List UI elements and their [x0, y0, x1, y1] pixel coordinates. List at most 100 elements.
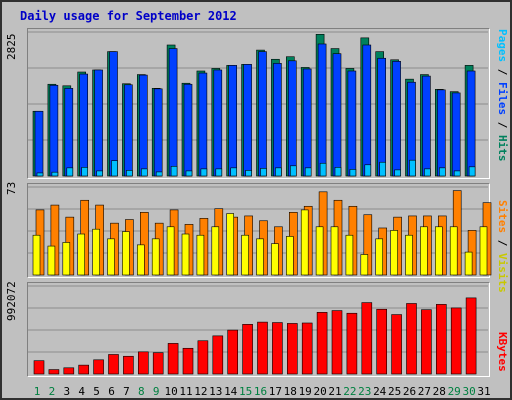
- chart-title: Daily usage for September 2012: [20, 9, 237, 23]
- bar-pages-14: [230, 167, 237, 177]
- x-tick-label: 2: [48, 385, 56, 398]
- bar-kbytes-3: [63, 367, 75, 375]
- bar-sites-6: [107, 238, 115, 276]
- bar-files-11: [183, 83, 193, 177]
- x-tick-label: 14: [224, 385, 238, 398]
- x-tick-label: 31: [477, 385, 491, 398]
- bar-sites-3: [62, 242, 71, 276]
- bar-pages-10: [170, 166, 178, 177]
- x-tick-label: 4: [78, 385, 85, 398]
- x-tick-label: 27: [417, 385, 432, 398]
- bar-kbytes-5: [93, 359, 104, 375]
- bar-kbytes-28: [435, 304, 447, 375]
- bar-kbytes-22: [346, 312, 358, 375]
- bar-pages-1: [36, 172, 44, 177]
- bar-files-16: [258, 51, 267, 177]
- bar-files-14: [228, 65, 237, 177]
- bar-kbytes-26: [406, 303, 417, 375]
- x-tick-label: 1: [33, 385, 41, 398]
- bar-sites-2: [47, 245, 56, 276]
- x-tick-label: 28: [432, 385, 446, 398]
- x-tick-label: 30: [462, 385, 476, 398]
- bar-files-24: [377, 57, 387, 177]
- bar-pages-23: [364, 164, 372, 177]
- x-tick-label: 5: [93, 385, 100, 398]
- bar-files-18: [287, 60, 297, 177]
- bar-pages-28: [438, 167, 446, 177]
- bar-sites-9: [151, 238, 160, 276]
- bar-pages-9: [155, 171, 163, 177]
- bar-kbytes-20: [316, 312, 328, 375]
- bar-sites-26: [405, 234, 413, 276]
- x-tick-label: 12: [194, 385, 208, 398]
- x-tick-label: 23: [358, 385, 372, 398]
- bar-files-19: [302, 68, 312, 177]
- bar-kbytes-15: [242, 324, 253, 375]
- bar-files-6: [109, 51, 118, 177]
- bar-pages-11: [185, 170, 193, 177]
- x-tick-label: 26: [402, 385, 417, 398]
- bar-files-27: [422, 75, 431, 177]
- bar-pages-12: [200, 168, 208, 177]
- bar-files-10: [168, 48, 178, 177]
- bar-sites-20: [315, 226, 324, 276]
- bar-pages-26: [409, 159, 416, 177]
- bar-pages-4: [81, 167, 88, 177]
- bar-pages-17: [275, 167, 282, 177]
- bar-pages-19: [304, 167, 312, 177]
- bar-pages-7: [126, 170, 133, 177]
- bar-kbytes-10: [167, 343, 179, 375]
- bar-files-12: [198, 72, 208, 177]
- bar-kbytes-24: [376, 308, 388, 375]
- bar-pages-2: [51, 171, 59, 177]
- bar-sites-22: [345, 234, 354, 276]
- bar-files-25: [392, 61, 401, 177]
- bar-files-30: [466, 70, 476, 177]
- bar-files-28: [436, 89, 446, 177]
- bar-kbytes-18: [286, 323, 298, 375]
- bar-files-3: [64, 88, 74, 177]
- bar-files-22: [347, 70, 357, 177]
- bar-sites-29: [449, 226, 458, 276]
- bar-pages-6: [111, 160, 118, 177]
- bar-sites-12: [196, 234, 205, 276]
- x-tick-label: 16: [253, 385, 268, 398]
- bar-kbytes-17: [272, 322, 283, 375]
- bar-files-15: [243, 64, 252, 177]
- bar-pages-15: [245, 170, 252, 177]
- bar-files-4: [79, 73, 88, 177]
- bar-sites-23: [360, 254, 369, 276]
- bar-kbytes-23: [361, 302, 373, 375]
- bar-sites-27: [420, 226, 428, 276]
- bar-pages-18: [289, 165, 297, 177]
- bar-kbytes-13: [212, 335, 224, 375]
- bar-kbytes-6: [108, 354, 119, 375]
- x-tick-label: 10: [164, 385, 178, 398]
- bar-kbytes-1: [33, 360, 45, 375]
- bar-sites-31: [479, 226, 488, 276]
- x-tick-label: 3: [63, 385, 71, 398]
- bar-sites-25: [390, 230, 398, 276]
- bar-kbytes-30: [465, 297, 477, 375]
- bar-kbytes-21: [331, 310, 343, 375]
- x-tick-label: 21: [328, 385, 342, 398]
- x-tick-label: 11: [179, 385, 193, 398]
- bar-kbytes-9: [152, 352, 164, 375]
- bar-files-9: [153, 88, 163, 177]
- bar-sites-10: [166, 226, 175, 276]
- bar-sites-19: [300, 209, 309, 276]
- bar-kbytes-27: [421, 309, 432, 375]
- x-tick-label: 7: [123, 385, 130, 398]
- bar-kbytes-4: [78, 364, 89, 375]
- bar-sites-17: [271, 243, 279, 276]
- kbytes-panel: [27, 282, 490, 377]
- bar-pages-29: [453, 170, 461, 177]
- bar-files-13: [213, 69, 223, 177]
- bar-pages-30: [468, 166, 476, 177]
- bar-kbytes-11: [182, 347, 194, 375]
- bar-files-8: [139, 74, 148, 177]
- bar-pages-13: [215, 168, 223, 177]
- bar-files-7: [124, 84, 133, 177]
- bar-files-21: [332, 53, 342, 177]
